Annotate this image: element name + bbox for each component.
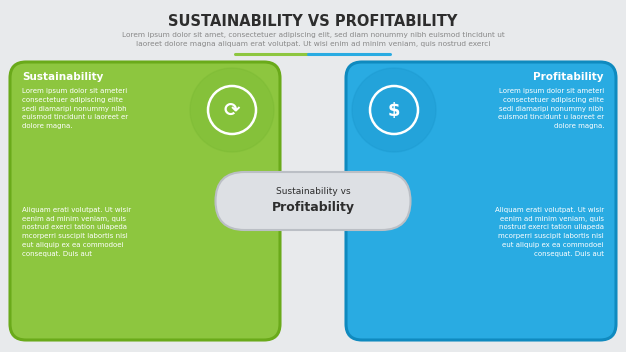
FancyBboxPatch shape [215, 172, 411, 230]
FancyBboxPatch shape [346, 62, 616, 340]
Text: Aliquam erati volutpat. Ut wisir
eenim ad minim veniam, quis
nostrud exerci tati: Aliquam erati volutpat. Ut wisir eenim a… [495, 207, 604, 257]
Text: Aliquam erati volutpat. Ut wisir
eenim ad minim veniam, quis
nostrud exerci tati: Aliquam erati volutpat. Ut wisir eenim a… [22, 207, 131, 257]
Text: ⟳: ⟳ [224, 101, 240, 119]
Text: Sustainability: Sustainability [22, 72, 103, 82]
Text: Profitability: Profitability [272, 201, 354, 214]
Text: Lorem ipsum dolor sit ameteri
consectetuer adipiscing elite
sedi diamaripi nonum: Lorem ipsum dolor sit ameteri consectetu… [498, 88, 604, 129]
Text: SUSTAINABILITY VS PROFITABILITY: SUSTAINABILITY VS PROFITABILITY [168, 14, 458, 29]
Text: laoreet dolore magna aliquam erat volutpat. Ut wisi enim ad minim veniam, quis n: laoreet dolore magna aliquam erat volutp… [136, 41, 490, 47]
Text: Sustainability vs: Sustainability vs [275, 188, 351, 196]
Text: Lorem ipsum dolor sit ameteri
consectetuer adipiscing elite
sedi diamaripi nonum: Lorem ipsum dolor sit ameteri consectetu… [22, 88, 128, 129]
Circle shape [190, 68, 274, 152]
FancyBboxPatch shape [10, 62, 280, 340]
Text: Lorem ipsum dolor sit amet, consectetuer adipiscing elit, sed diam nonummy nibh : Lorem ipsum dolor sit amet, consectetuer… [121, 32, 505, 38]
Circle shape [352, 68, 436, 152]
Text: $: $ [387, 102, 400, 120]
Text: Profitability: Profitability [533, 72, 604, 82]
